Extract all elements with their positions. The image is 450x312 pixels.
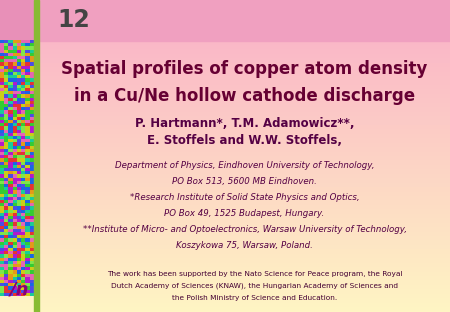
- Text: Spatial profiles of copper atom density: Spatial profiles of copper atom density: [61, 60, 428, 78]
- Text: P. Hartmann*, T.M. Adamowicz**,: P. Hartmann*, T.M. Adamowicz**,: [135, 117, 354, 130]
- Bar: [0, 0, 34, 41]
- Text: *Research Institute of Solid State Physics and Optics,: *Research Institute of Solid State Physi…: [130, 193, 360, 202]
- Text: The work has been supported by the Nato Science for Peace program, the Royal: The work has been supported by the Nato …: [107, 271, 402, 277]
- Bar: [34, 0, 39, 312]
- Text: Dutch Academy of Sciences (KNAW), the Hungarian Academy of Sciences and: Dutch Academy of Sciences (KNAW), the Hu…: [111, 283, 398, 289]
- Text: 12: 12: [57, 8, 90, 32]
- Text: Department of Physics, Eindhoven University of Technology,: Department of Physics, Eindhoven Univers…: [115, 161, 374, 170]
- Text: E. Stoffels and W.W. Stoffels,: E. Stoffels and W.W. Stoffels,: [147, 134, 342, 147]
- Text: the Polish Ministry of Science and Education.: the Polish Ministry of Science and Educa…: [172, 295, 337, 301]
- Text: /n: /n: [10, 281, 29, 299]
- Bar: [0, 0, 450, 41]
- Text: **Institute of Micro- and Optoelectronics, Warsaw University of Technology,: **Institute of Micro- and Optoelectronic…: [82, 225, 407, 234]
- Text: PO Box 49, 1525 Budapest, Hungary.: PO Box 49, 1525 Budapest, Hungary.: [164, 209, 325, 218]
- Text: PO Box 513, 5600 MB Eindhoven.: PO Box 513, 5600 MB Eindhoven.: [172, 177, 317, 186]
- Text: Koszykowa 75, Warsaw, Poland.: Koszykowa 75, Warsaw, Poland.: [176, 241, 313, 250]
- Text: in a Cu/Ne hollow cathode discharge: in a Cu/Ne hollow cathode discharge: [74, 86, 415, 105]
